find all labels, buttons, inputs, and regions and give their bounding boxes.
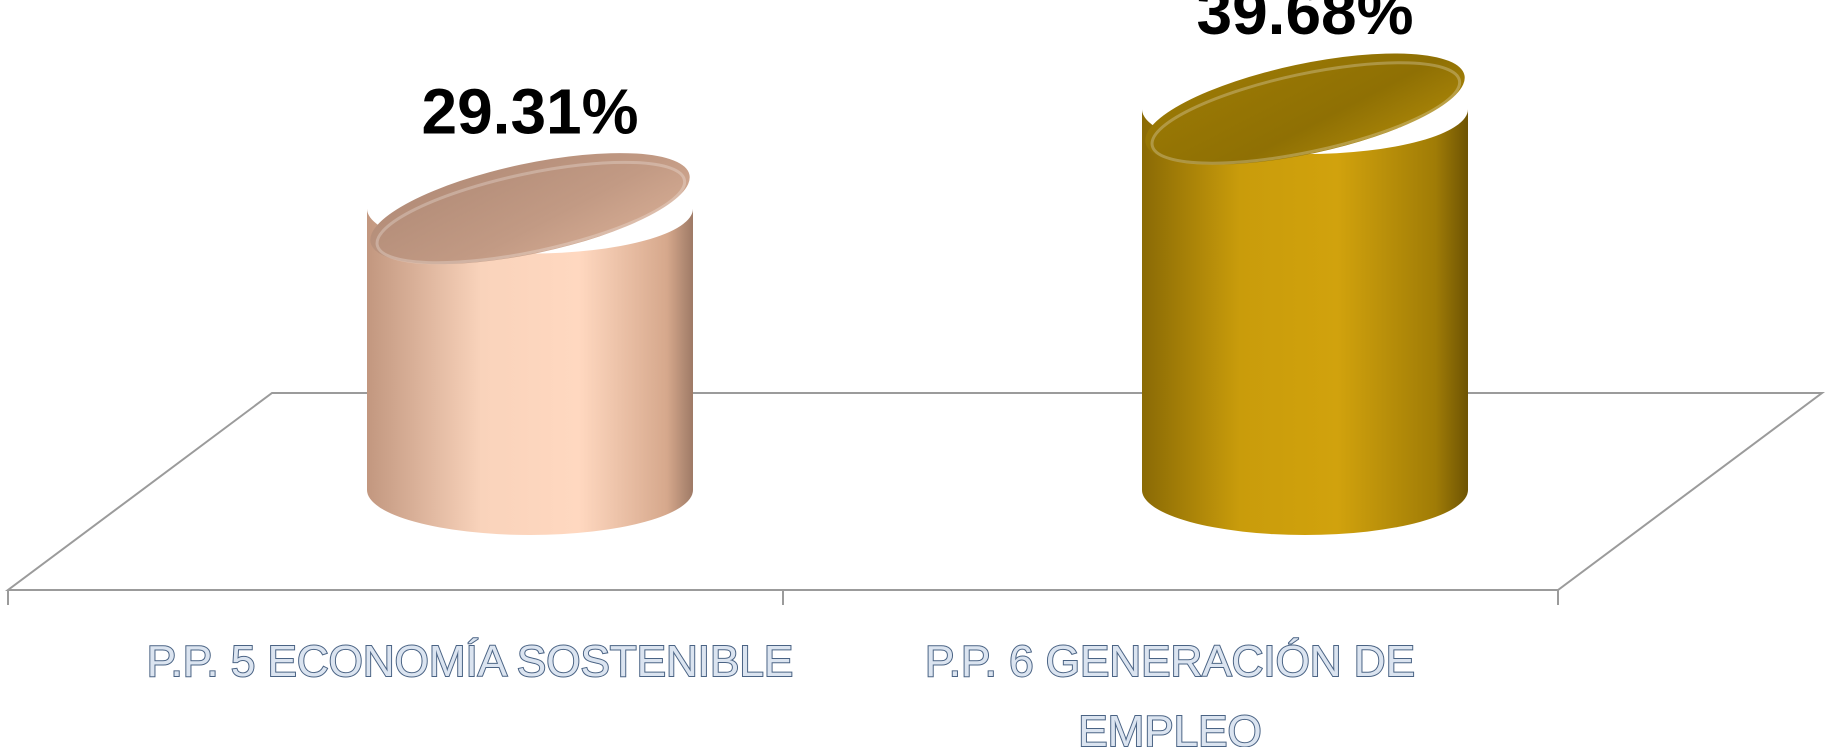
labels-layer: 29.31% P.P. 5 ECONOMÍA SOSTENIBLE 39.68% P.…	[146, 0, 1416, 747]
bar-top	[1145, 53, 1465, 165]
bar-top-rim	[1150, 61, 1462, 165]
chart-floor	[4, 392, 1826, 591]
bar-cylinder	[367, 153, 693, 535]
bar-top-rim	[375, 160, 687, 265]
bar-top	[370, 153, 690, 265]
bar-cylinder	[1142, 53, 1468, 536]
bar-body	[367, 208, 693, 535]
category-tick-label: P.P. 5 ECONOMÍA SOSTENIBLE	[147, 637, 793, 686]
category-tick-label: EMPLEO	[1078, 707, 1261, 747]
bar-body	[1142, 109, 1468, 536]
bars-layer	[367, 53, 1468, 536]
data-label: 29.31%	[421, 76, 638, 148]
category-tick-label: P.P. 6 GENERACIÓN DE	[925, 637, 1415, 686]
data-label: 39.68%	[1196, 0, 1413, 48]
